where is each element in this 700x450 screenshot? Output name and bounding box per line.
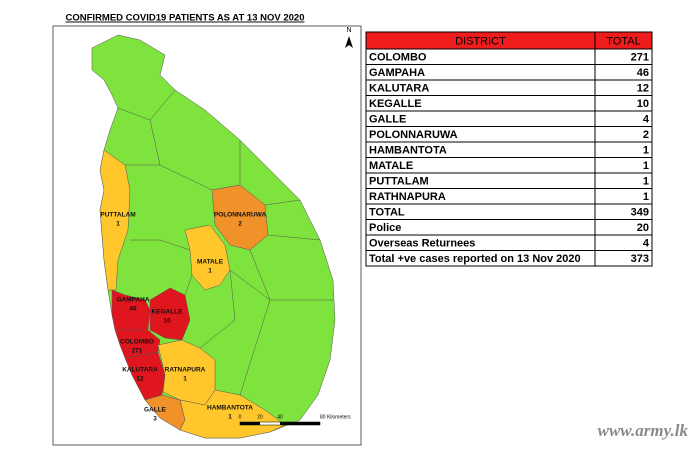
- scale-seg: [280, 422, 320, 425]
- district-count: 46: [129, 306, 137, 313]
- district-puttalam: [99, 149, 131, 291]
- cell: PUTTALAM: [369, 176, 429, 188]
- header-cell: TOTAL: [606, 35, 640, 47]
- north-label: N: [346, 27, 351, 34]
- cell: 271: [631, 52, 649, 64]
- cell: RATHNAPURA: [369, 191, 446, 203]
- cell: COLOMBO: [369, 52, 427, 64]
- district-name: RATNAPURA: [165, 367, 206, 374]
- cell: 1: [643, 160, 649, 172]
- row: [365, 203, 653, 220]
- title: CONFIRMED COVID19 PATIENTS AS AT 13 NOV …: [66, 13, 305, 24]
- district-count: 10: [163, 318, 171, 325]
- cell: Police: [369, 222, 401, 234]
- district-name: KALUTARA: [122, 367, 158, 374]
- cell: 10: [637, 98, 649, 110]
- cell: 4: [643, 114, 650, 126]
- district-count: 2: [238, 221, 242, 228]
- north-arrow: [345, 36, 353, 48]
- cell: Overseas Returnees: [369, 238, 475, 250]
- cell: POLONNARUWA: [369, 129, 458, 141]
- header-cell: DISTRICT: [455, 35, 506, 47]
- district-count: 12: [136, 376, 144, 383]
- cell: 12: [637, 83, 649, 95]
- district-count: 1: [208, 268, 212, 275]
- cell: 1: [643, 191, 649, 203]
- cell: TOTAL: [369, 207, 405, 219]
- cell: KEGALLE: [369, 98, 422, 110]
- scale-labels: 0 20 40 80 Kilometers: [239, 414, 351, 420]
- district-name: MATALE: [197, 259, 224, 266]
- cell: 4: [643, 238, 650, 250]
- scale-bar: [239, 421, 321, 426]
- scale-seg: [240, 422, 260, 425]
- cell: 349: [631, 207, 649, 219]
- district-count: 1: [228, 414, 232, 421]
- district-name: COLOMBO: [120, 339, 154, 346]
- cell: 1: [643, 145, 649, 157]
- cell: GALLE: [369, 114, 406, 126]
- scale-label: 0: [239, 414, 242, 420]
- district-name: POLONNARUWA: [214, 212, 267, 219]
- cell: 2: [643, 129, 649, 141]
- cell: 46: [637, 67, 649, 79]
- map-labels: PUTTALAM 1 POLONNARUWA 2 MATALE 1 GAMPAHA 46 KEG…: [100, 212, 266, 423]
- district-matale: [184, 224, 231, 291]
- scale-label: 40: [277, 414, 283, 420]
- cell: 20: [637, 222, 649, 234]
- map: [91, 34, 336, 439]
- district-count: 271: [132, 348, 143, 355]
- district-name: KEGALLE: [151, 309, 183, 316]
- cell: HAMBANTOTA: [369, 145, 447, 157]
- watermark: www.army.lk: [598, 421, 689, 440]
- scale-label: 20: [257, 414, 263, 420]
- district-count: 3: [153, 416, 157, 423]
- cell: 373: [631, 253, 649, 265]
- district-kegalle: [149, 287, 191, 341]
- cell: KALUTARA: [369, 83, 429, 95]
- district-name: HAMBANTOTA: [207, 405, 253, 412]
- district-name: GAMPAHA: [116, 297, 149, 304]
- table: DISTRICT TOTAL COLOMBO 271 GAMPAHA 46 KALUTARA…: [365, 31, 653, 267]
- district-hambantota: [179, 389, 286, 439]
- row: [365, 250, 653, 267]
- district-name: GALLE: [144, 407, 167, 414]
- district-name: PUTTALAM: [100, 212, 135, 219]
- cell: GAMPAHA: [369, 67, 425, 79]
- row: [365, 219, 653, 236]
- district-count: 1: [183, 376, 187, 383]
- cell: 1: [643, 176, 649, 188]
- scale-label: 80 Kilometers: [320, 414, 351, 420]
- cell: MATALE: [369, 160, 413, 172]
- district-polonnaruwa: [211, 184, 269, 251]
- row: [365, 110, 653, 127]
- district-count: 1: [116, 221, 120, 228]
- cell: Total +ve cases reported on 13 Nov 2020: [369, 253, 581, 265]
